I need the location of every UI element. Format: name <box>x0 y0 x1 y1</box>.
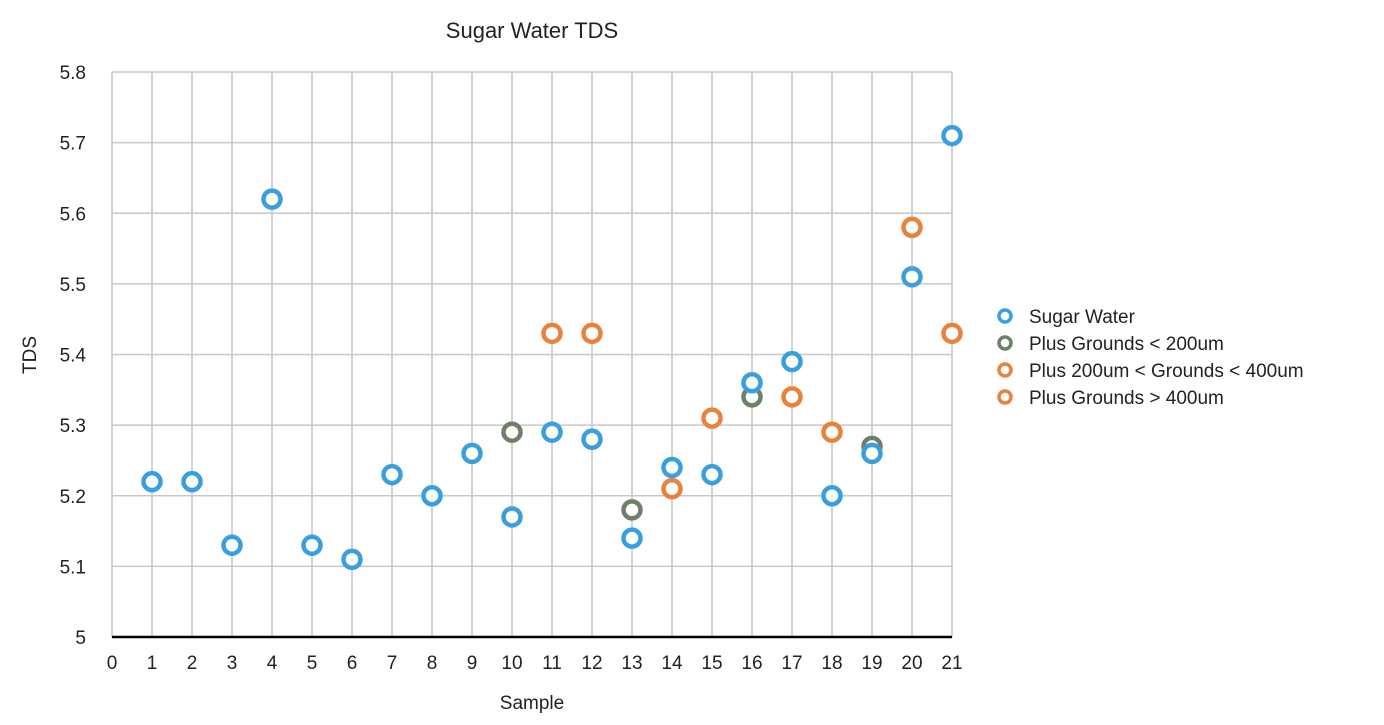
y-tick-label: 5.8 <box>60 63 86 84</box>
data-point <box>541 322 563 345</box>
data-point <box>221 534 243 556</box>
y-tick-label: 5.5 <box>60 275 86 296</box>
data-point <box>661 456 683 479</box>
data-point <box>701 407 723 429</box>
x-tick-label: 8 <box>427 653 438 674</box>
data-point <box>701 463 723 486</box>
legend-item: Sugar Water <box>997 307 1136 328</box>
x-tick-label: 5 <box>307 653 318 674</box>
legend-label: Sugar Water <box>1029 307 1136 328</box>
x-tick-label: 14 <box>661 653 683 674</box>
data-point <box>581 322 603 345</box>
x-axis-title: Sample <box>500 693 564 714</box>
x-tick-label: 10 <box>501 653 522 674</box>
x-tick-label: 1 <box>147 653 158 674</box>
data-point <box>901 266 923 288</box>
data-point <box>941 322 963 345</box>
data-point <box>901 216 923 239</box>
data-point <box>941 124 963 147</box>
y-tick-label: 5.4 <box>60 346 87 367</box>
data-point <box>341 548 363 571</box>
data-point <box>781 350 803 373</box>
x-tick-label: 21 <box>941 653 962 674</box>
y-tick-label: 5.6 <box>60 204 86 225</box>
data-point <box>461 442 483 465</box>
x-tick-label: 18 <box>821 653 842 674</box>
x-tick-label: 4 <box>267 653 278 674</box>
data-point <box>541 421 563 443</box>
data-point <box>501 506 523 528</box>
data-point <box>821 421 843 443</box>
data-point <box>381 463 403 486</box>
data-point <box>781 386 803 408</box>
legend-label: Plus 200um < Grounds < 400um <box>1029 361 1304 382</box>
y-tick-label: 5.1 <box>60 557 86 578</box>
legend-marker <box>997 335 1013 351</box>
legend-item: Plus 200um < Grounds < 400um <box>997 361 1304 382</box>
legend: Sugar Water Plus Grounds < 200um Plus 200u… <box>997 307 1304 409</box>
x-tick-label: 9 <box>467 653 478 674</box>
x-tick-label: 0 <box>107 653 118 674</box>
data-point <box>861 442 883 465</box>
legend-marker <box>997 362 1013 378</box>
data-point <box>661 477 683 500</box>
data-point <box>581 428 603 450</box>
legend-label: Plus Grounds > 400um <box>1029 388 1224 409</box>
data-point <box>621 499 643 521</box>
legend-marker <box>997 308 1013 324</box>
x-tick-label: 12 <box>581 653 602 674</box>
y-axis-title: TDS <box>20 336 41 374</box>
x-tick-label: 16 <box>741 653 762 674</box>
data-point <box>421 485 443 507</box>
data-point <box>301 534 323 556</box>
x-tick-label: 2 <box>187 653 198 674</box>
data-point <box>821 485 843 507</box>
x-tick-label: 15 <box>701 653 722 674</box>
x-tick-label: 19 <box>861 653 882 674</box>
x-tick-label: 17 <box>781 653 802 674</box>
data-point <box>621 527 643 549</box>
legend-item: Plus Grounds < 200um <box>997 334 1224 355</box>
x-tick-label: 11 <box>542 653 562 674</box>
y-tick-label: 5.7 <box>60 134 86 155</box>
axes: 0 1 2 3 4 5 6 7 8 9 10 11 12 13 14 15 16 17 18 19 20 2155.15.… <box>60 63 963 674</box>
x-tick-label: 13 <box>621 653 642 674</box>
x-tick-label: 7 <box>387 653 398 674</box>
y-tick-label: 5.2 <box>60 487 86 508</box>
data-point <box>181 470 203 493</box>
y-tick-label: 5.3 <box>60 416 86 437</box>
x-tick-label: 6 <box>347 653 358 674</box>
data-point <box>141 470 163 493</box>
data-points <box>141 124 963 571</box>
data-point <box>261 188 283 210</box>
legend-label: Plus Grounds < 200um <box>1029 334 1224 355</box>
x-tick-label: 20 <box>901 653 922 674</box>
x-tick-label: 3 <box>227 653 238 674</box>
y-tick-label: 5 <box>75 628 86 649</box>
data-point <box>501 421 523 443</box>
legend-marker <box>997 389 1013 405</box>
data-point <box>741 372 763 394</box>
legend-item: Plus Grounds > 400um <box>997 388 1224 409</box>
chart-title: Sugar Water TDS <box>446 18 618 43</box>
